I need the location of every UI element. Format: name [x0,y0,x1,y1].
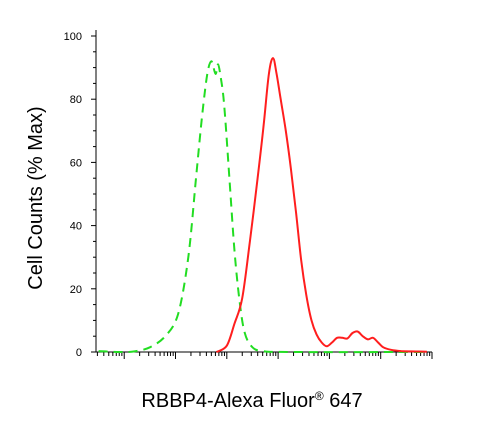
y-axis-title: Cell Counts (% Max) [25,106,47,289]
y-tick-label: 60 [70,157,82,169]
y-tick-label: 0 [76,347,82,359]
plot-area: 0 20 40 60 80 100 [64,30,433,359]
y-tick-label: 100 [64,31,82,43]
series-solid-line [215,57,427,353]
y-tick-label: 80 [70,94,82,106]
y-tick-label: 40 [70,221,82,233]
x-axis-title: RBBP4-Alexa Fluor® 647 [141,389,362,412]
x-axis-title-superscript: ® [315,389,324,403]
series-dashed-line [98,60,427,354]
x-axis-title-suffix: 647 [324,390,363,412]
y-tick-label: 20 [70,284,82,296]
x-axis-title-main: RBBP4-Alexa Fluor [141,390,315,412]
